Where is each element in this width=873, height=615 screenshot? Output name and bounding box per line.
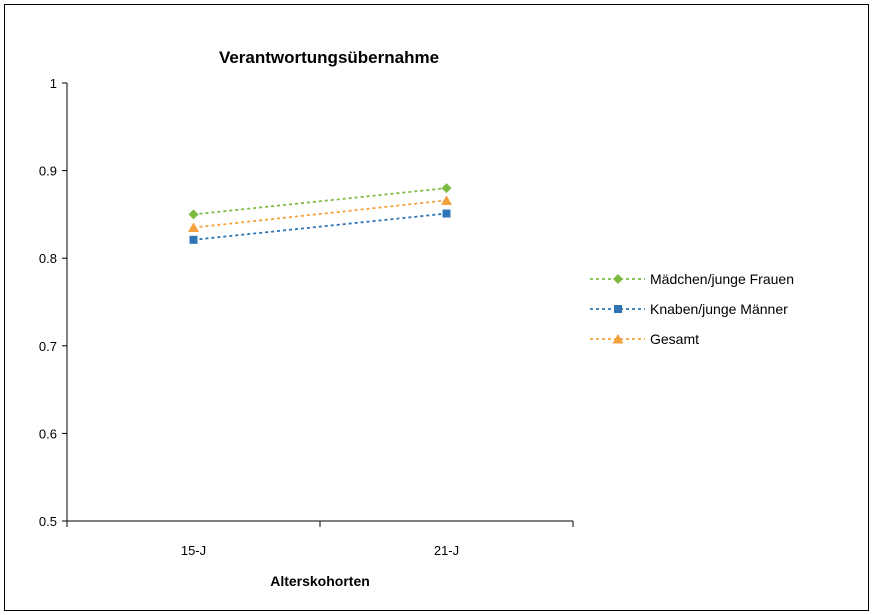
legend: Mädchen/junge Frauen Knaben/junge Männer G… — [590, 271, 794, 347]
x-tick-label: 21-J — [434, 543, 459, 558]
legend-marker — [614, 305, 622, 313]
data-point — [189, 235, 198, 244]
series-line — [193, 212, 447, 241]
chart-frame — [4, 4, 869, 611]
data-point — [441, 195, 452, 205]
legend-item: Mädchen/junge Frauen — [590, 271, 794, 287]
data-point — [188, 222, 199, 233]
y-tick-label: 0.8 — [39, 251, 57, 266]
x-axis: 15-J 21-J — [66, 520, 574, 558]
y-tick-label: 0.7 — [39, 339, 57, 354]
series-3 — [188, 195, 452, 233]
data-point — [442, 209, 451, 218]
legend-marker — [613, 274, 623, 284]
y-tick-label: 1 — [50, 76, 57, 91]
y-axis: 0.5 0.6 0.7 0.8 0.9 1 — [39, 76, 68, 529]
series-2 — [189, 209, 451, 244]
series-layer — [188, 183, 452, 244]
legend-label: Mädchen/junge Frauen — [650, 271, 794, 287]
legend-marker — [612, 334, 624, 344]
series-1 — [188, 183, 452, 220]
data-point — [441, 183, 452, 194]
y-tick-label: 0.9 — [39, 164, 57, 179]
y-tick-label: 0.6 — [39, 426, 57, 441]
series-line — [193, 199, 447, 229]
series-line — [193, 187, 447, 216]
legend-label: Knaben/junge Männer — [650, 301, 788, 317]
x-axis-title: Alterskohorten — [270, 573, 370, 589]
y-tick-label: 0.5 — [39, 514, 57, 529]
x-tick-label: 15-J — [181, 543, 206, 558]
legend-item: Gesamt — [590, 331, 699, 347]
legend-label: Gesamt — [650, 331, 699, 347]
chart-title: Verantwortungsübernahme — [219, 48, 439, 67]
data-point — [188, 209, 199, 220]
legend-item: Knaben/junge Männer — [590, 301, 788, 317]
